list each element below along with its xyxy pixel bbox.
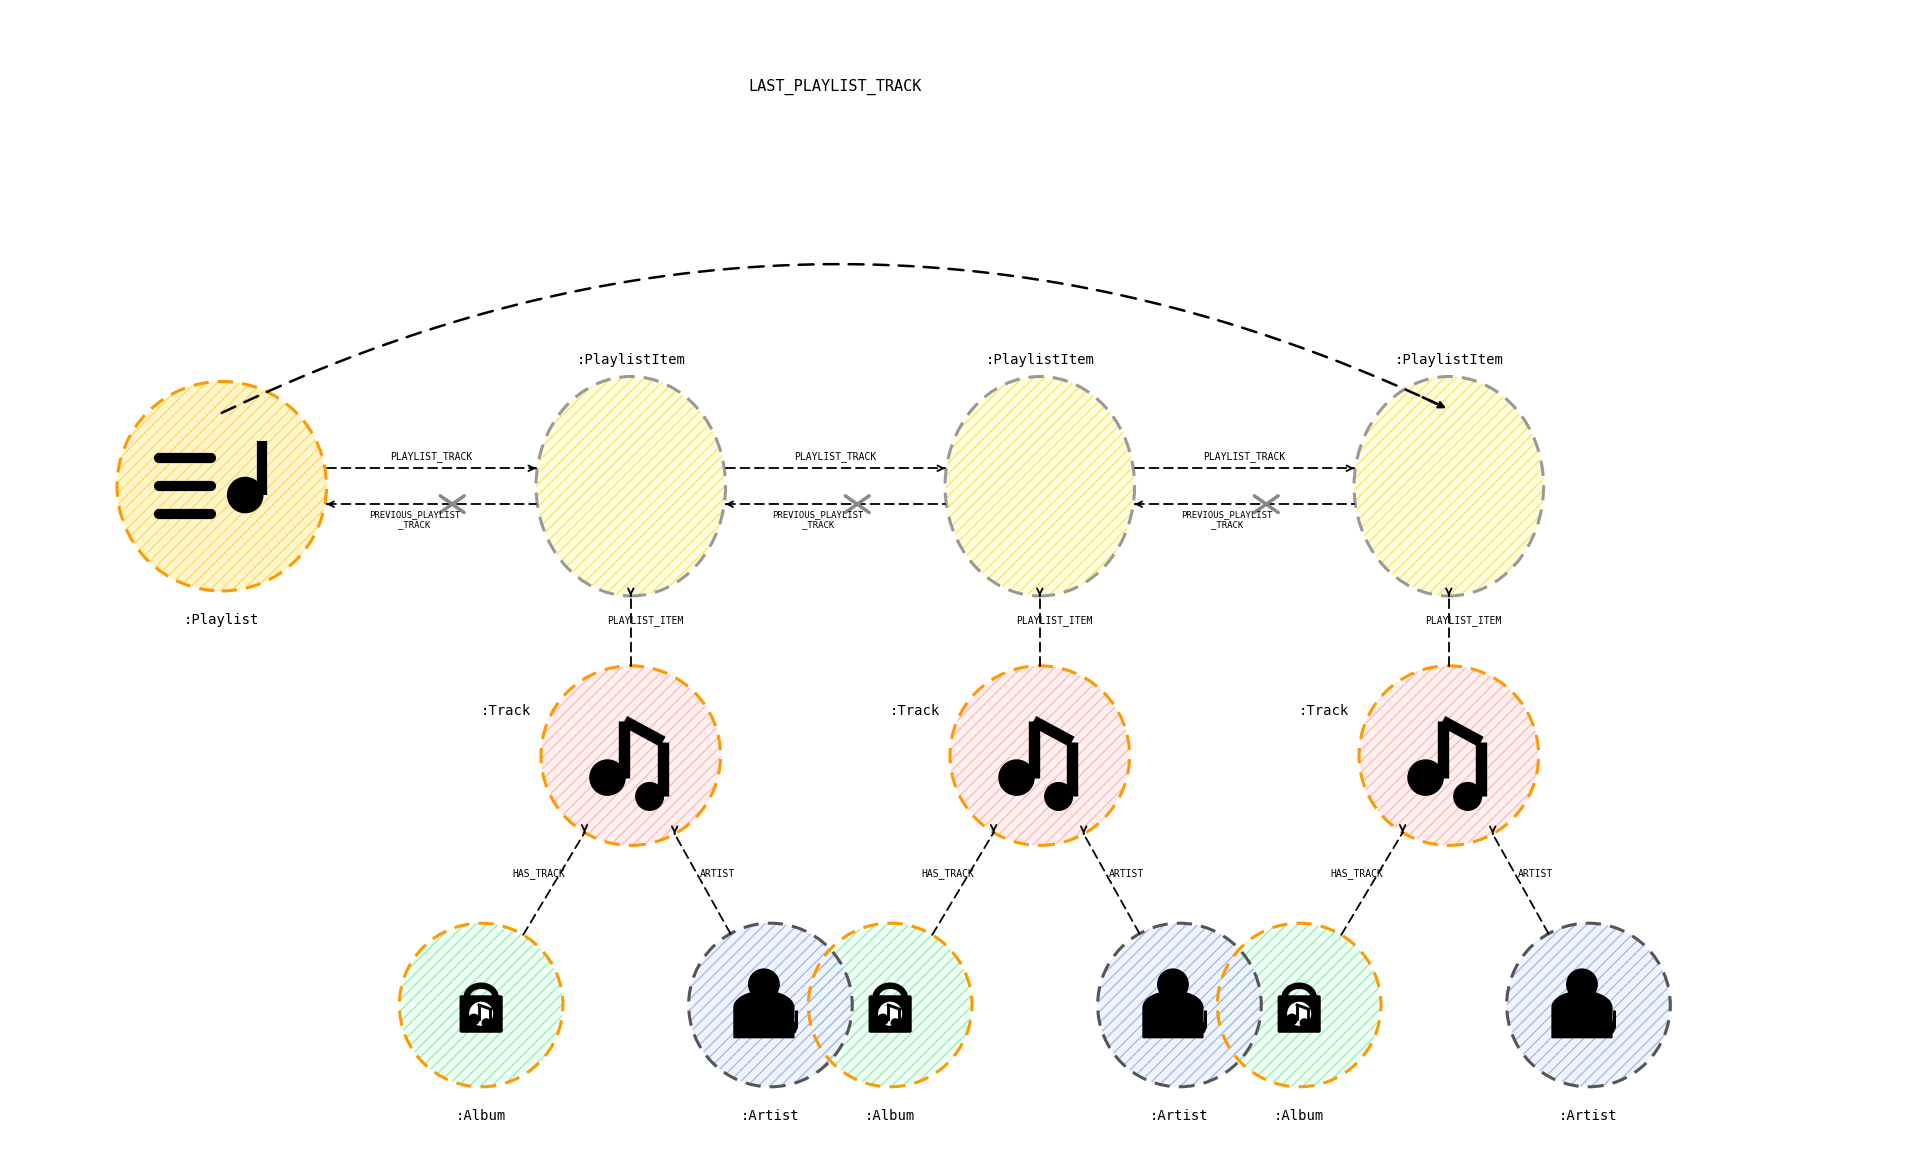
Text: PLAYLIST_ITEM: PLAYLIST_ITEM bbox=[1016, 614, 1093, 626]
Ellipse shape bbox=[1217, 923, 1381, 1087]
Ellipse shape bbox=[1098, 923, 1261, 1087]
Circle shape bbox=[468, 1014, 479, 1025]
Ellipse shape bbox=[1507, 923, 1669, 1087]
Text: HAS_TRACK: HAS_TRACK bbox=[921, 868, 974, 879]
Ellipse shape bbox=[808, 923, 972, 1087]
Text: :PlaylistItem: :PlaylistItem bbox=[1394, 352, 1503, 366]
Ellipse shape bbox=[690, 923, 852, 1087]
Circle shape bbox=[470, 1003, 493, 1025]
Circle shape bbox=[1408, 760, 1444, 795]
Text: :PlaylistItem: :PlaylistItem bbox=[577, 352, 686, 366]
Circle shape bbox=[590, 760, 625, 795]
Text: PLAYLIST_TRACK: PLAYLIST_TRACK bbox=[1203, 451, 1285, 462]
Circle shape bbox=[1301, 1019, 1308, 1027]
Text: PLAYLIST_ITEM: PLAYLIST_ITEM bbox=[607, 614, 684, 626]
Circle shape bbox=[1287, 1014, 1297, 1025]
Circle shape bbox=[227, 477, 264, 513]
Text: ARTIST: ARTIST bbox=[1110, 869, 1144, 879]
Polygon shape bbox=[733, 991, 795, 1038]
Ellipse shape bbox=[945, 377, 1135, 596]
Text: HAS_TRACK: HAS_TRACK bbox=[512, 868, 565, 879]
Text: :Album: :Album bbox=[865, 1109, 915, 1123]
Text: PLAYLIST_TRACK: PLAYLIST_TRACK bbox=[390, 451, 472, 462]
Circle shape bbox=[1287, 1003, 1310, 1025]
Text: LAST_PLAYLIST_TRACK: LAST_PLAYLIST_TRACK bbox=[749, 79, 923, 96]
Circle shape bbox=[892, 1019, 900, 1027]
Text: :Track: :Track bbox=[1299, 704, 1348, 718]
Circle shape bbox=[1045, 782, 1073, 810]
Circle shape bbox=[879, 1003, 902, 1025]
Text: :Track: :Track bbox=[481, 704, 531, 718]
Circle shape bbox=[783, 1020, 796, 1035]
Text: PLAYLIST_TRACK: PLAYLIST_TRACK bbox=[795, 451, 877, 462]
Ellipse shape bbox=[949, 666, 1129, 845]
Ellipse shape bbox=[541, 666, 720, 845]
Polygon shape bbox=[1142, 991, 1203, 1038]
Circle shape bbox=[749, 969, 779, 999]
Ellipse shape bbox=[117, 381, 327, 591]
Text: :PlaylistItem: :PlaylistItem bbox=[986, 352, 1094, 366]
Text: ARTIST: ARTIST bbox=[1518, 869, 1553, 879]
Text: :Album: :Album bbox=[456, 1109, 506, 1123]
Text: :Artist: :Artist bbox=[1150, 1109, 1209, 1123]
FancyBboxPatch shape bbox=[1278, 996, 1320, 1033]
Text: ARTIST: ARTIST bbox=[699, 869, 735, 879]
FancyBboxPatch shape bbox=[460, 996, 502, 1033]
Circle shape bbox=[1454, 782, 1482, 810]
Circle shape bbox=[1192, 1020, 1205, 1035]
Text: :Track: :Track bbox=[890, 704, 940, 718]
Circle shape bbox=[1157, 969, 1188, 999]
Text: PREVIOUS_PLAYLIST
_TRACK: PREVIOUS_PLAYLIST _TRACK bbox=[1180, 511, 1272, 529]
Circle shape bbox=[999, 760, 1033, 795]
Text: :Playlist: :Playlist bbox=[183, 613, 260, 627]
Text: HAS_TRACK: HAS_TRACK bbox=[1331, 868, 1383, 879]
Circle shape bbox=[1601, 1020, 1614, 1035]
Polygon shape bbox=[1553, 991, 1612, 1038]
Circle shape bbox=[481, 1019, 491, 1027]
Ellipse shape bbox=[1360, 666, 1539, 845]
Ellipse shape bbox=[1354, 377, 1543, 596]
Text: :Artist: :Artist bbox=[1559, 1109, 1618, 1123]
FancyBboxPatch shape bbox=[869, 996, 911, 1033]
Text: PLAYLIST_ITEM: PLAYLIST_ITEM bbox=[1425, 614, 1501, 626]
Ellipse shape bbox=[399, 923, 563, 1087]
Text: :Artist: :Artist bbox=[741, 1109, 800, 1123]
Text: :Album: :Album bbox=[1274, 1109, 1324, 1123]
Text: PREVIOUS_PLAYLIST
_TRACK: PREVIOUS_PLAYLIST _TRACK bbox=[369, 511, 460, 529]
Circle shape bbox=[636, 782, 663, 810]
Circle shape bbox=[879, 1014, 888, 1025]
Ellipse shape bbox=[537, 377, 726, 596]
Text: PREVIOUS_PLAYLIST
_TRACK: PREVIOUS_PLAYLIST _TRACK bbox=[772, 511, 863, 529]
Circle shape bbox=[1566, 969, 1597, 999]
